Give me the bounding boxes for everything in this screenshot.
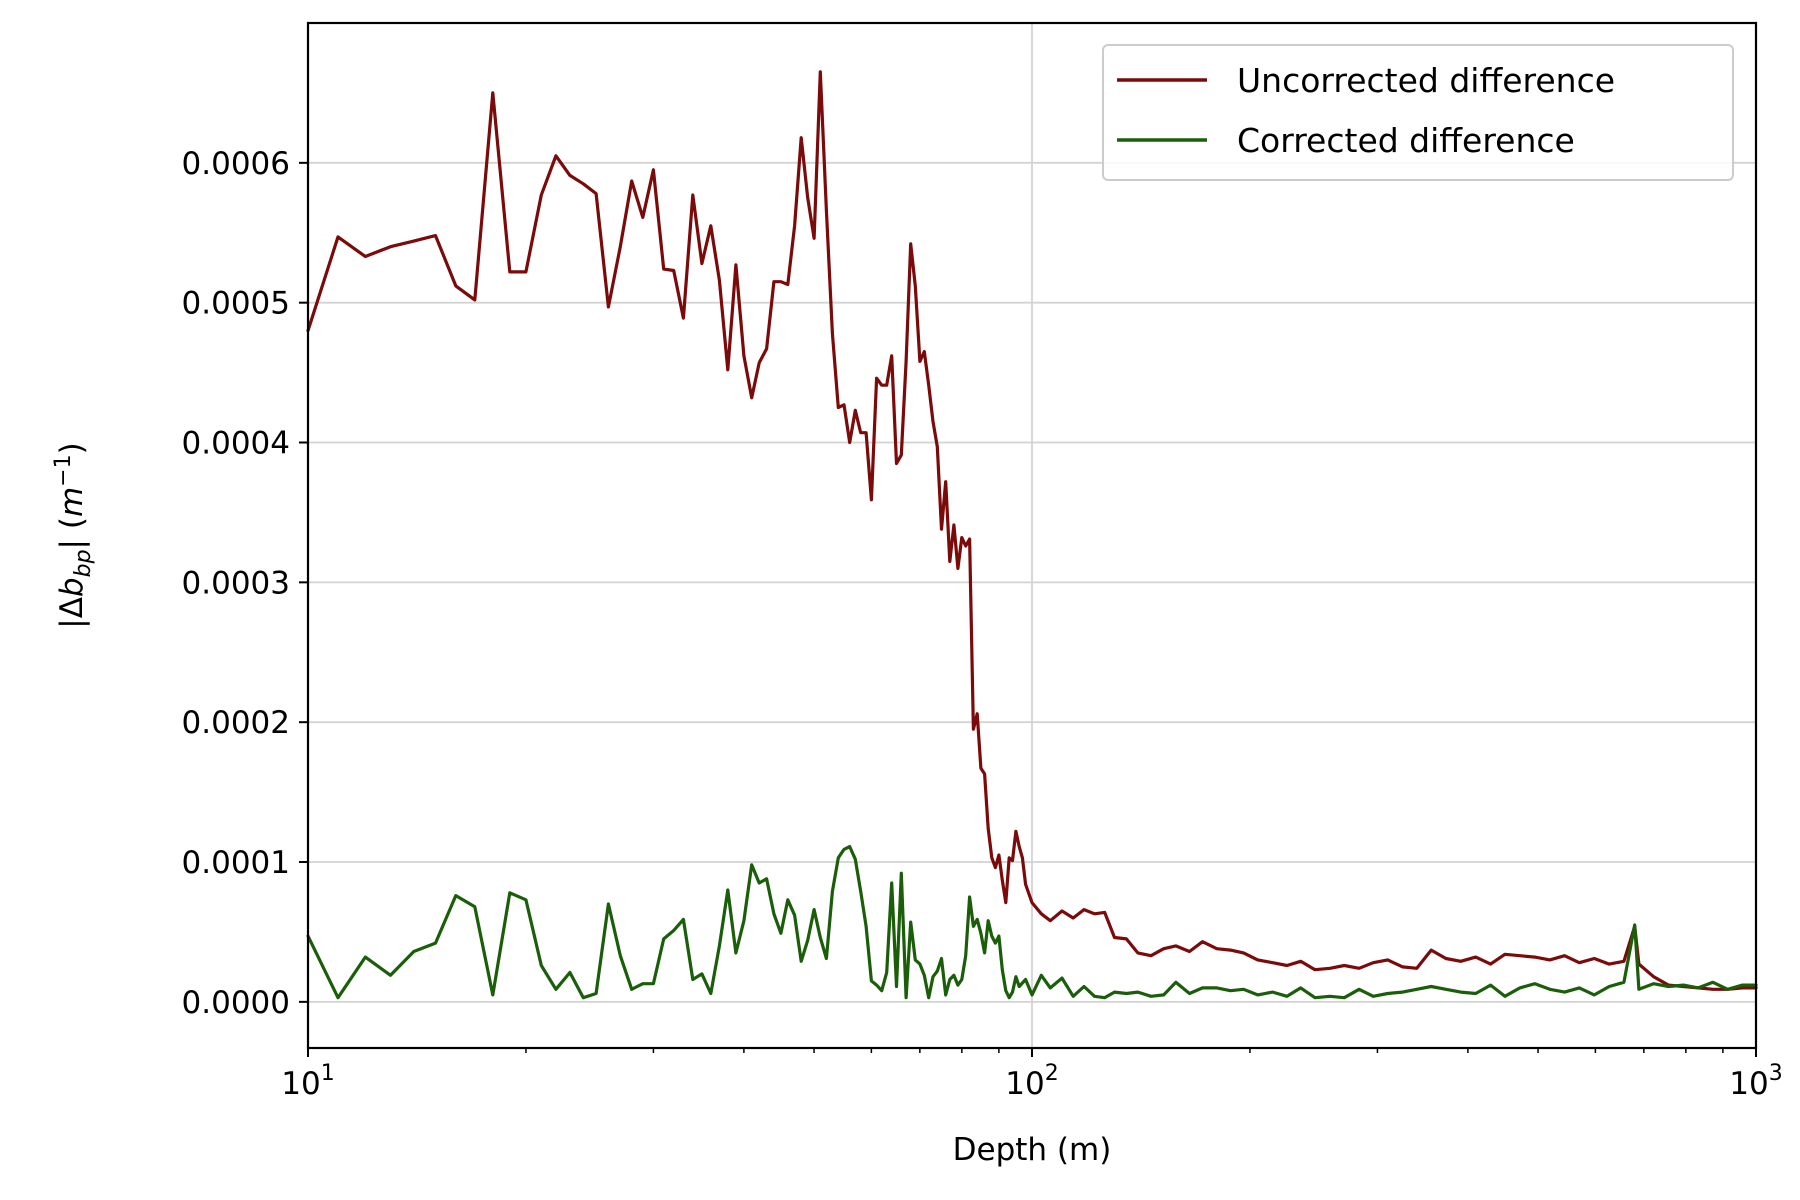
legend-label-uncorrected: Uncorrected difference [1237,61,1615,100]
y-label-abs-close: | [54,539,90,549]
x-tick-exponent: 2 [1045,1061,1059,1086]
y-label-unit-close: ) [54,442,90,454]
y-tick-label: 0.0001 [182,845,290,881]
x-tick-exponent: 3 [1769,1061,1783,1086]
y-label-superscript: −1 [51,454,76,486]
y-label-m: m [54,487,90,517]
y-tick-label: 0.0000 [182,985,290,1021]
series-line-corrected [306,844,1758,1000]
x-tick-label: 102 [1005,1061,1058,1102]
legend: Uncorrected difference Corrected differe… [1102,44,1734,181]
y-tick-label: 0.0004 [182,426,290,462]
y-tick-label: 0.0003 [182,565,290,601]
y-tick-label: 0.0005 [182,286,290,322]
y-axis-label: |Δbbp| (m−1) [51,442,96,628]
y-label-abs-open: |Δ [54,597,90,629]
y-label-subscript: bp [71,549,96,577]
y-tick-label: 0.0006 [182,146,290,182]
x-tick-base: 10 [281,1066,320,1102]
x-axis-label: Depth (m) [953,1132,1112,1168]
legend-box [1102,44,1734,181]
axis-ticks [299,161,1757,1057]
y-label-unit-open: ( [54,517,90,539]
x-tick-base: 10 [1729,1066,1768,1102]
series-line-uncorrected [306,70,1758,991]
x-tick-label: 103 [1729,1061,1782,1102]
y-tick-label: 0.0002 [182,705,290,741]
x-tick-base: 10 [1005,1066,1044,1102]
legend-label-corrected: Corrected difference [1237,121,1575,160]
y-label-b: b [54,577,90,597]
x-tick-label: 101 [281,1061,334,1102]
x-tick-exponent: 1 [321,1061,335,1086]
axis-tick-labels: 0.0000 0.0001 0.0002 0.0003 0.0004 0.0005 0.00… [182,146,1783,1102]
series-lines [306,70,1758,1000]
